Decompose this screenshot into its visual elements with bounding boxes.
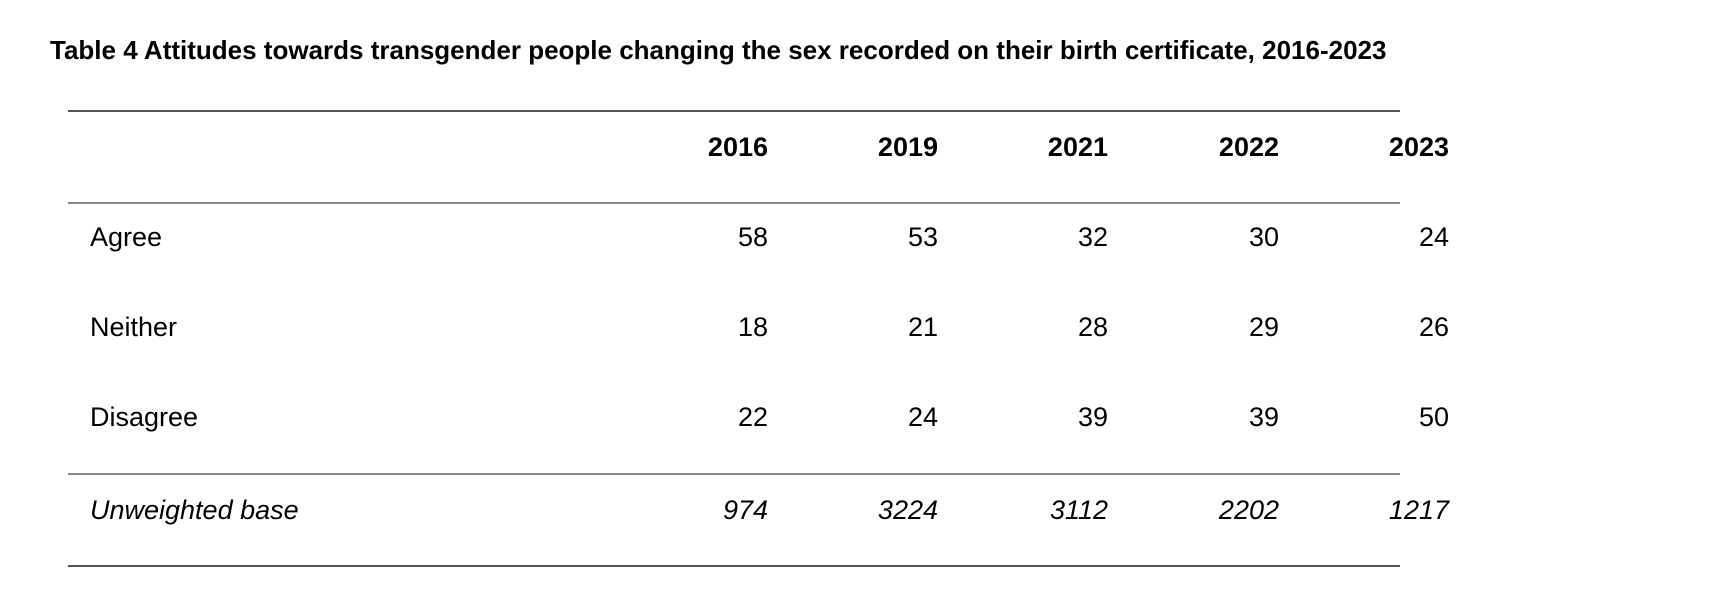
table-row: Agree 58 53 32 30 24 (68, 220, 1449, 254)
base-cell: 3112 (1049, 495, 1108, 525)
header-row: 2016 2019 2021 2022 2023 (68, 130, 1449, 164)
table-cell: 50 (1418, 402, 1449, 432)
base-cell: 1217 (1388, 495, 1449, 525)
table-cell: 58 (737, 222, 768, 252)
row-label: Neither (90, 312, 178, 342)
column-header-2023: 2023 (1388, 132, 1449, 162)
top-rule (68, 110, 1400, 112)
table-cell: 24 (1418, 222, 1449, 252)
table-cell: 28 (1077, 312, 1108, 342)
row-label: Agree (90, 222, 163, 252)
base-cell: 3224 (877, 495, 938, 525)
table-cell: 24 (907, 402, 938, 432)
table-cell: 32 (1077, 222, 1108, 252)
table-cell: 29 (1248, 312, 1279, 342)
header-rule (68, 202, 1400, 204)
table-cell: 53 (907, 222, 938, 252)
column-header-2021: 2021 (1047, 132, 1108, 162)
row-label: Disagree (90, 402, 199, 432)
table-cell: 39 (1077, 402, 1108, 432)
column-header-2016: 2016 (707, 132, 768, 162)
base-row: Unweighted base 974 3224 3112 2202 1217 (68, 493, 1449, 527)
base-label: Unweighted base (90, 495, 299, 525)
column-header-2019: 2019 (877, 132, 938, 162)
table-row: Disagree 22 24 39 39 50 (68, 400, 1449, 434)
base-rule (68, 473, 1400, 475)
table-cell: 21 (907, 312, 938, 342)
table-title: Table 4 Attitudes towards transgender pe… (50, 35, 1387, 65)
table-cell: 39 (1248, 402, 1279, 432)
table-cell: 22 (737, 402, 768, 432)
bottom-rule (68, 565, 1400, 567)
table-cell: 30 (1248, 222, 1279, 252)
column-header-2022: 2022 (1218, 132, 1279, 162)
table-row: Neither 18 21 28 29 26 (68, 310, 1449, 344)
base-cell: 974 (722, 495, 768, 525)
table-cell: 18 (737, 312, 768, 342)
table-cell: 26 (1418, 312, 1449, 342)
base-cell: 2202 (1218, 495, 1279, 525)
